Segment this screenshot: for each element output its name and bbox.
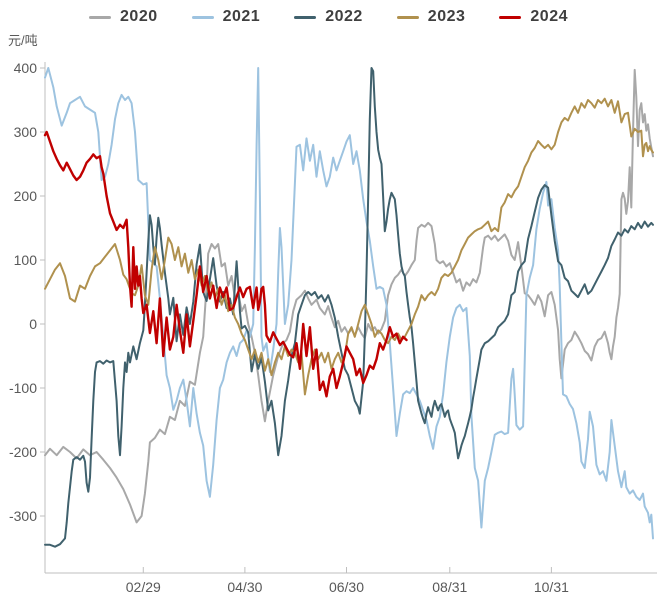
legend-item-2020: 2020 — [89, 8, 158, 26]
legend-swatch-2021 — [191, 15, 214, 19]
y-tick-label: -200 — [9, 444, 37, 460]
legend-item-2022: 2022 — [294, 8, 363, 26]
series-line-2023 — [44, 97, 654, 396]
y-tick-label: -300 — [9, 508, 37, 524]
chart-legend: 2020 2021 2022 2023 2024 — [0, 8, 657, 26]
legend-label-2023: 2023 — [427, 8, 466, 25]
y-tick-label: 200 — [14, 188, 38, 204]
x-tick-label: 04/30 — [227, 579, 262, 595]
series-line-2022 — [44, 67, 654, 548]
y-tick-label: -100 — [9, 380, 37, 396]
legend-swatch-2024 — [499, 15, 522, 19]
legend-item-2021: 2021 — [191, 8, 261, 26]
y-tick-label: 100 — [14, 252, 38, 268]
series-line-2020 — [44, 68, 654, 524]
y-axis-unit-label: 元/吨 — [8, 33, 38, 48]
legend-item-2024: 2024 — [499, 8, 568, 26]
legend-swatch-2022 — [294, 15, 317, 19]
x-tick-label: 06/30 — [329, 579, 364, 595]
legend-item-2023: 2023 — [396, 8, 466, 26]
series-line-2024 — [43, 130, 408, 398]
legend-label-2021: 2021 — [222, 8, 261, 25]
legend-label-2022: 2022 — [325, 8, 363, 25]
x-tick-label: 08/31 — [432, 579, 467, 595]
y-tick-label: 0 — [29, 316, 37, 332]
y-tick-label: 300 — [14, 124, 38, 140]
legend-swatch-2020 — [89, 15, 112, 19]
x-tick-label: 02/29 — [126, 579, 161, 595]
legend-label-2020: 2020 — [120, 8, 158, 25]
series-line-2021 — [44, 67, 654, 540]
y-tick-label: 400 — [14, 60, 38, 76]
x-tick-label: 10/31 — [534, 579, 569, 595]
legend-swatch-2023 — [396, 15, 419, 19]
legend-label-2024: 2024 — [530, 8, 568, 25]
